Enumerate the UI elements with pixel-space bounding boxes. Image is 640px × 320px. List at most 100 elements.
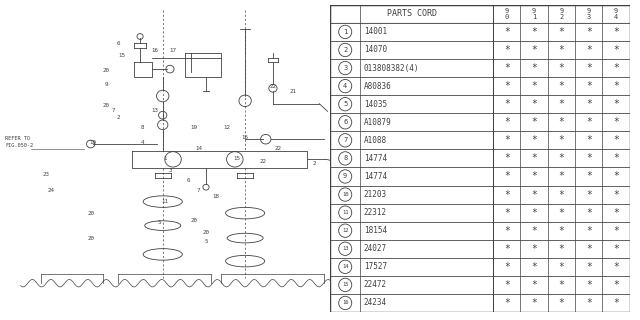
Text: *: * xyxy=(504,45,510,55)
Text: *: * xyxy=(531,153,537,164)
Text: 2: 2 xyxy=(343,47,348,53)
Text: *: * xyxy=(559,81,564,91)
Text: 2: 2 xyxy=(116,115,120,120)
Text: 20: 20 xyxy=(102,103,109,108)
Text: *: * xyxy=(613,172,619,181)
Text: *: * xyxy=(586,99,592,109)
Text: *: * xyxy=(586,27,592,37)
Text: *: * xyxy=(504,135,510,145)
Text: *: * xyxy=(531,63,537,73)
Text: *: * xyxy=(504,208,510,218)
Text: *: * xyxy=(613,45,619,55)
Text: *: * xyxy=(559,63,564,73)
Text: 19: 19 xyxy=(190,125,197,130)
Text: 16: 16 xyxy=(151,48,158,53)
Text: 10: 10 xyxy=(89,140,96,145)
Text: 5: 5 xyxy=(343,101,348,107)
Text: 9: 9 xyxy=(104,82,108,87)
Text: *: * xyxy=(613,27,619,37)
Text: 23: 23 xyxy=(43,172,50,177)
Text: *: * xyxy=(504,244,510,254)
Text: 8: 8 xyxy=(343,156,348,161)
Text: *: * xyxy=(586,298,592,308)
Text: A050A00160: A050A00160 xyxy=(467,294,505,300)
Text: 13: 13 xyxy=(342,246,348,251)
Bar xyxy=(330,59,630,77)
Text: *: * xyxy=(613,189,619,200)
Bar xyxy=(330,113,630,131)
Text: 24027: 24027 xyxy=(364,244,387,253)
Text: *: * xyxy=(586,153,592,164)
Text: 20: 20 xyxy=(102,68,109,73)
Text: *: * xyxy=(531,81,537,91)
Text: *: * xyxy=(559,280,564,290)
Text: 22312: 22312 xyxy=(364,208,387,217)
Text: 12: 12 xyxy=(223,125,230,130)
Text: 20: 20 xyxy=(87,236,94,241)
Text: *: * xyxy=(586,172,592,181)
Text: 18154: 18154 xyxy=(364,226,387,235)
Text: *: * xyxy=(531,27,537,37)
Bar xyxy=(330,23,630,41)
Text: *: * xyxy=(586,226,592,236)
Text: 11: 11 xyxy=(342,210,348,215)
Text: *: * xyxy=(613,208,619,218)
Text: *: * xyxy=(613,280,619,290)
Text: A1088: A1088 xyxy=(364,136,387,145)
Bar xyxy=(330,186,630,204)
Text: 9
1: 9 1 xyxy=(532,8,536,20)
Text: *: * xyxy=(586,262,592,272)
Text: *: * xyxy=(613,226,619,236)
Text: *: * xyxy=(504,298,510,308)
Text: *: * xyxy=(531,280,537,290)
Text: *: * xyxy=(531,262,537,272)
Text: *: * xyxy=(504,280,510,290)
Text: *: * xyxy=(613,63,619,73)
Text: *: * xyxy=(559,208,564,218)
Text: 6: 6 xyxy=(187,178,190,183)
Text: *: * xyxy=(586,81,592,91)
Text: *: * xyxy=(504,81,510,91)
Text: 15: 15 xyxy=(118,53,125,58)
Bar xyxy=(330,41,630,59)
Text: 21: 21 xyxy=(290,89,297,94)
Text: 7: 7 xyxy=(111,108,115,113)
Bar xyxy=(330,149,630,167)
Bar xyxy=(330,131,630,149)
Text: *: * xyxy=(559,226,564,236)
Text: 22: 22 xyxy=(275,146,282,151)
Text: 20: 20 xyxy=(87,211,94,216)
Text: 5: 5 xyxy=(204,239,208,244)
Text: 7: 7 xyxy=(197,188,200,193)
Text: 12: 12 xyxy=(342,228,348,233)
Text: *: * xyxy=(613,244,619,254)
Text: *: * xyxy=(586,45,592,55)
Text: 14774: 14774 xyxy=(364,172,387,181)
Text: *: * xyxy=(559,262,564,272)
Text: *: * xyxy=(613,298,619,308)
Bar xyxy=(330,276,630,294)
Bar xyxy=(330,95,630,113)
Text: 5: 5 xyxy=(158,220,161,225)
Bar xyxy=(330,77,630,95)
Text: 6: 6 xyxy=(116,41,120,46)
Text: 14035: 14035 xyxy=(364,100,387,109)
Text: *: * xyxy=(504,262,510,272)
Text: 16: 16 xyxy=(242,135,249,140)
Text: 10: 10 xyxy=(342,192,348,197)
Text: 18: 18 xyxy=(212,194,220,199)
Text: *: * xyxy=(531,117,537,127)
Text: *: * xyxy=(531,298,537,308)
Text: A10879: A10879 xyxy=(364,118,392,127)
Bar xyxy=(330,222,630,240)
Text: 15: 15 xyxy=(234,156,241,161)
Text: *: * xyxy=(586,208,592,218)
Bar xyxy=(330,258,630,276)
Bar xyxy=(330,240,630,258)
Text: *: * xyxy=(531,99,537,109)
Text: *: * xyxy=(559,153,564,164)
Text: *: * xyxy=(613,117,619,127)
Text: *: * xyxy=(504,226,510,236)
Text: 20: 20 xyxy=(202,230,209,235)
Text: 20: 20 xyxy=(190,218,197,223)
